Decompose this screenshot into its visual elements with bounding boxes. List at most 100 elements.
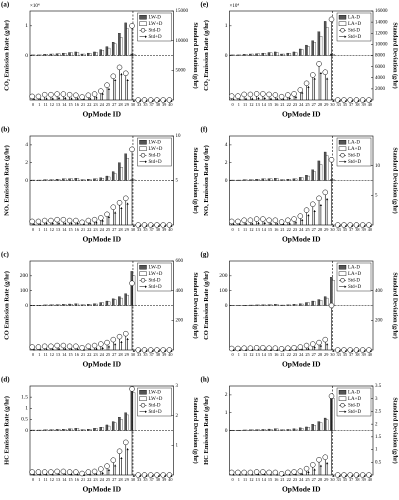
legend-swatch xyxy=(139,390,147,395)
x-tick-label: 28 xyxy=(118,352,122,357)
bar xyxy=(49,429,52,431)
bar xyxy=(261,304,264,306)
legend-swatch xyxy=(338,146,347,151)
x-tick-label: 0 xyxy=(232,352,234,357)
bar xyxy=(124,293,127,306)
arrow-marker xyxy=(101,347,104,349)
arrow-marker xyxy=(113,343,117,346)
y2-tick-label: 12000 xyxy=(375,31,388,36)
bar xyxy=(99,49,102,56)
stem-marker xyxy=(316,195,322,202)
stem-marker xyxy=(98,88,104,94)
x-tick-label: 16 xyxy=(75,477,80,482)
y-axis-label: HC Emission Rate (g/hr) xyxy=(203,396,210,465)
y-tick-label: 0 xyxy=(225,303,228,309)
bar xyxy=(57,304,61,306)
stem-marker xyxy=(123,195,129,202)
x-tick-label: 1 xyxy=(238,477,240,482)
y-tick-label: 0 xyxy=(25,303,28,309)
bar xyxy=(274,304,277,306)
x-tick-label: 40 xyxy=(368,102,372,107)
arrow-marker xyxy=(319,464,323,467)
stem-marker xyxy=(129,23,135,29)
stem-marker xyxy=(48,469,54,475)
bar xyxy=(319,36,323,56)
x-tick-label: 37 xyxy=(349,102,354,107)
bar xyxy=(317,160,321,181)
arrow-marker xyxy=(344,225,348,227)
x-tick-label: 30 xyxy=(330,227,334,232)
x-tick-label: 14 xyxy=(62,477,67,482)
arrow-marker xyxy=(57,347,61,350)
stem-marker xyxy=(260,216,266,222)
bar xyxy=(313,425,316,431)
y-multiplier: ×10⁴ xyxy=(30,3,40,9)
bar xyxy=(132,275,136,306)
x-tick-label: 11 xyxy=(44,227,48,232)
bar xyxy=(323,417,327,431)
x-tick-label: 15 xyxy=(268,477,272,482)
stem-marker xyxy=(322,454,329,460)
x-tick-label: 0 xyxy=(232,227,234,232)
bar xyxy=(301,428,304,431)
x-tick-label: 15 xyxy=(268,227,272,232)
bar xyxy=(267,428,271,431)
stem-marker xyxy=(85,469,92,475)
bar xyxy=(274,178,277,181)
bar xyxy=(317,31,321,56)
legend-swatch xyxy=(140,153,146,158)
arrow-marker xyxy=(350,475,354,477)
x-axis-label: OpMode ID xyxy=(282,485,321,494)
x-tick-label: 23 xyxy=(293,352,297,357)
legend-label: Std+D xyxy=(348,160,361,165)
arrow-marker xyxy=(82,348,86,351)
x-tick-label: 22 xyxy=(287,477,291,482)
stem-marker xyxy=(79,94,85,100)
bar xyxy=(294,428,298,431)
x-tick-label: 24 xyxy=(100,227,105,232)
x-tick-label: 14 xyxy=(62,352,67,357)
bar xyxy=(244,179,248,181)
stem-marker xyxy=(297,87,304,93)
bar xyxy=(274,51,277,56)
arrow-marker xyxy=(101,472,104,474)
arrow-marker xyxy=(257,97,260,100)
bar xyxy=(238,54,242,56)
x-tick-label: 35 xyxy=(343,227,347,232)
arrow-marker xyxy=(294,221,298,224)
bar xyxy=(105,46,109,56)
arrow-marker xyxy=(107,216,111,218)
x-tick-label: 33 xyxy=(337,352,341,357)
y-tick-label: 0 xyxy=(225,428,228,434)
stem-marker xyxy=(98,341,104,347)
x-tick-label: 25 xyxy=(106,477,110,482)
arrow-marker xyxy=(363,100,366,102)
bar xyxy=(49,179,52,181)
arrow-marker xyxy=(288,473,291,476)
x-tick-label: 25 xyxy=(106,352,110,357)
bar xyxy=(292,428,296,431)
y-tick-label: 2 xyxy=(225,160,228,166)
bar xyxy=(107,176,111,181)
y2-tick-label: 15000 xyxy=(176,9,189,14)
bar xyxy=(120,166,123,181)
legend-label: LA-D xyxy=(348,390,360,395)
x-tick-label: 35 xyxy=(343,102,347,107)
bar xyxy=(82,429,86,431)
x-tick-label: 25 xyxy=(305,227,309,232)
x-tick-label: 40 xyxy=(368,227,372,232)
bar xyxy=(93,178,96,181)
arrow-marker xyxy=(101,219,104,222)
arrow-marker xyxy=(244,349,248,351)
legend-label: Std-D xyxy=(149,153,161,158)
y2-tick-label: 2.5 xyxy=(375,410,382,415)
arrow-marker xyxy=(276,97,279,100)
bar xyxy=(70,304,73,306)
arrow-marker xyxy=(369,100,373,102)
legend-label: LW-D xyxy=(149,15,162,20)
legend-box xyxy=(336,12,372,42)
x-tick-label: 24 xyxy=(299,227,304,232)
legend-label: Std-D xyxy=(348,153,360,158)
stem-marker xyxy=(316,61,322,67)
